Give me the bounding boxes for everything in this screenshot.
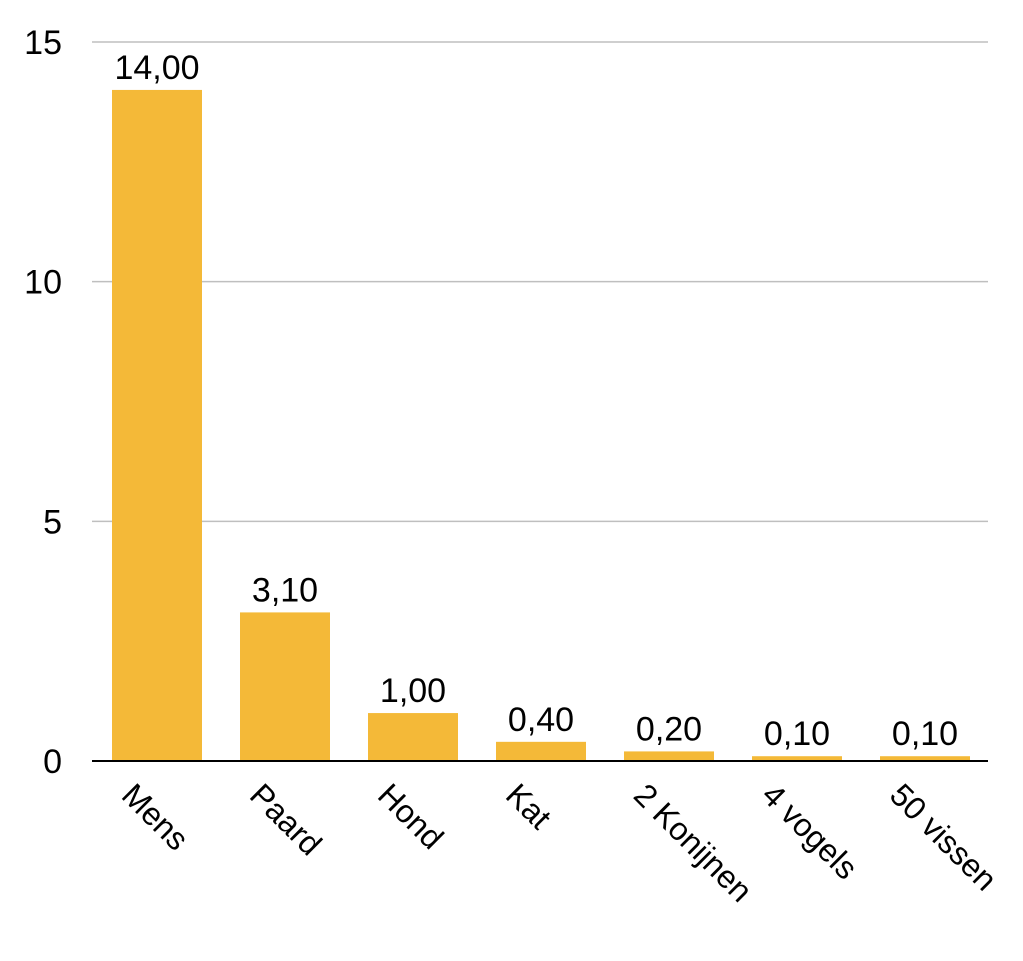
bar [112, 89, 202, 761]
bar [496, 741, 586, 761]
y-tick-labels: 0 5 10 15 [24, 24, 62, 781]
bars [112, 89, 970, 761]
bar [624, 751, 714, 761]
category-label: Kat [499, 776, 558, 835]
y-tick-label: 10 [24, 264, 62, 302]
bar [368, 713, 458, 761]
data-label: 0,20 [636, 710, 702, 748]
data-label: 0,40 [508, 701, 574, 739]
category-label: 50 vissen [883, 776, 1004, 897]
gridlines [92, 41, 988, 523]
data-label: 14,00 [114, 49, 199, 87]
y-tick-label: 0 [43, 743, 62, 781]
category-label: Hond [371, 776, 451, 856]
bar [880, 756, 970, 761]
data-label: 0,10 [892, 715, 958, 753]
data-label: 0,10 [764, 715, 830, 753]
category-label: Paard [243, 776, 329, 862]
category-label: Mens [115, 776, 196, 857]
data-label: 1,00 [380, 672, 446, 710]
bar [752, 756, 842, 761]
bar [240, 612, 330, 761]
y-tick-label: 5 [43, 503, 62, 541]
y-tick-label: 15 [24, 24, 62, 62]
data-label: 3,10 [252, 571, 318, 609]
data-labels: 14,00 3,10 1,00 0,40 0,20 0,10 0,10 [114, 49, 958, 753]
category-label: 4 vogels [755, 776, 865, 886]
category-label: 2 Konijnen [627, 776, 759, 908]
